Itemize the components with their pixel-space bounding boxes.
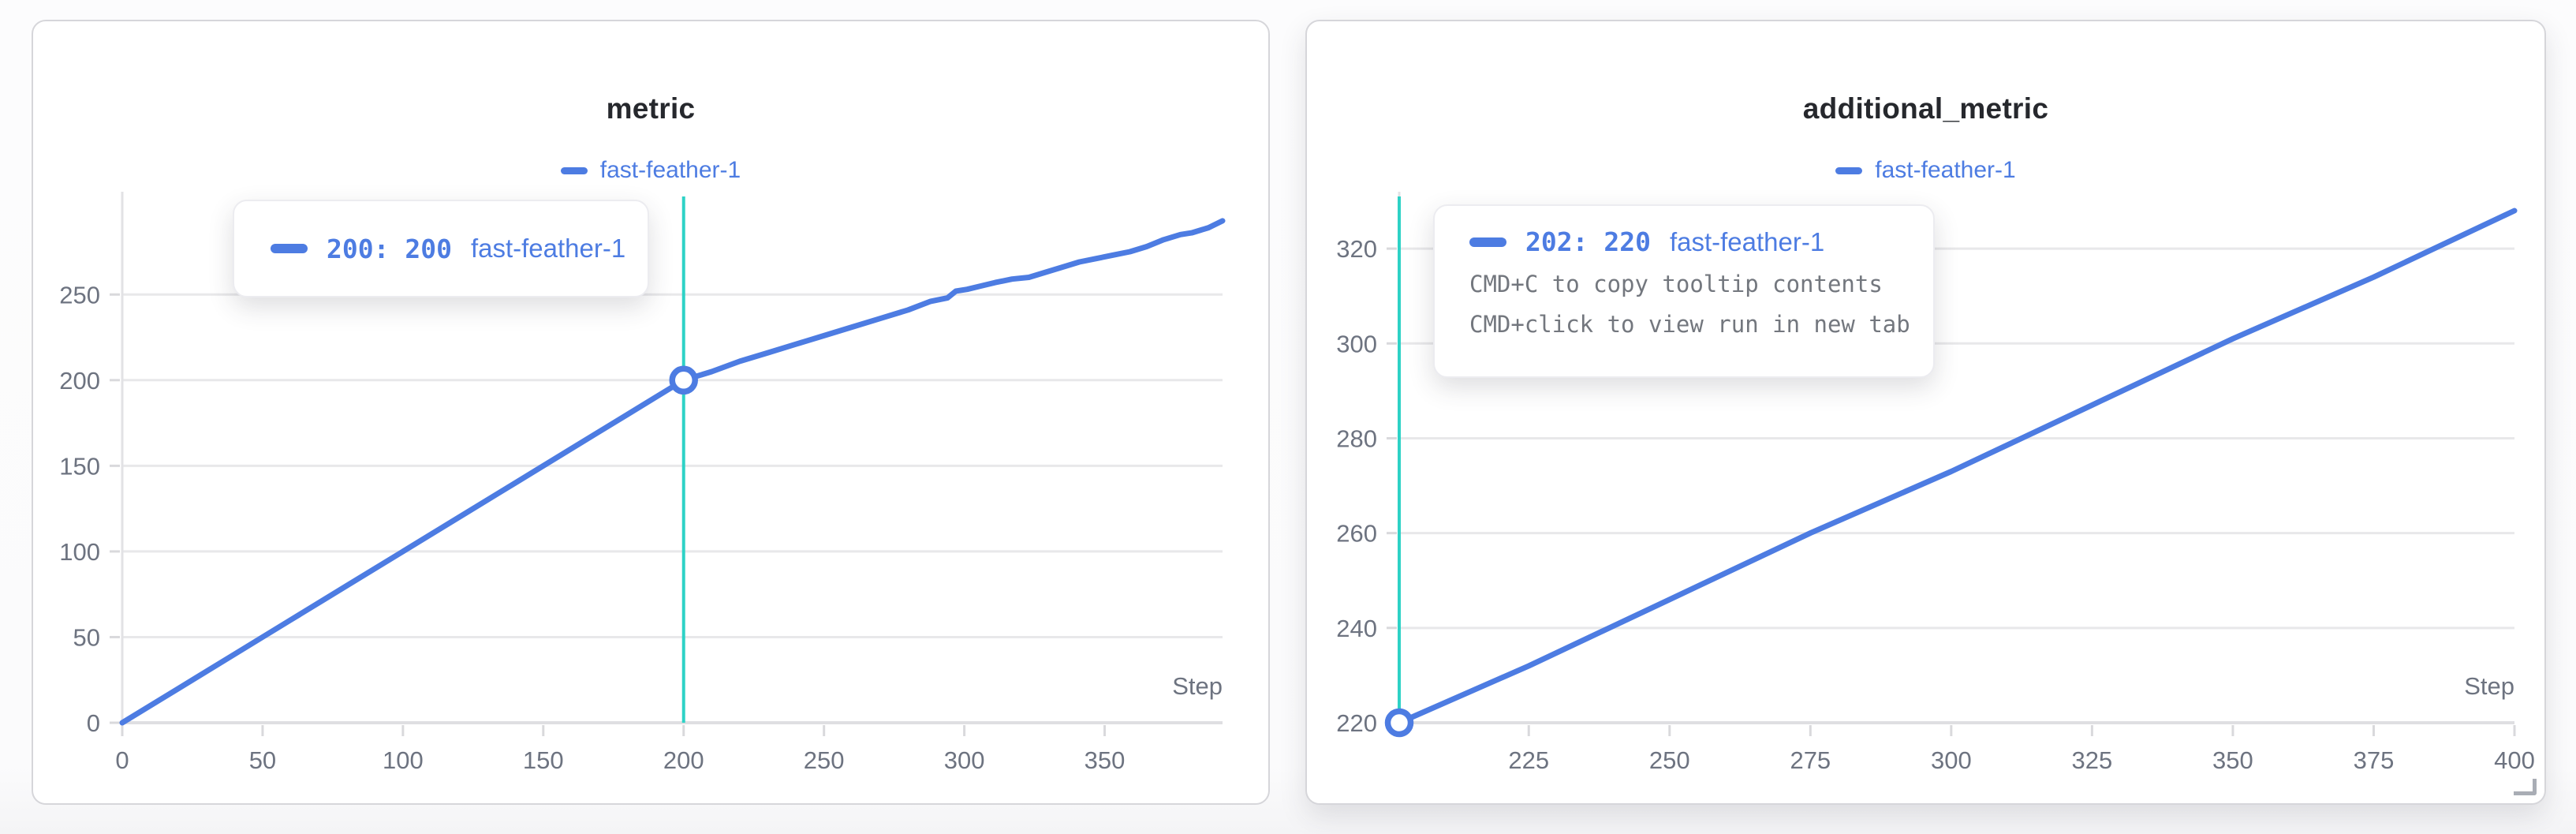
panel-title: metric (606, 92, 696, 125)
legend-label: fast-feather-1 (599, 157, 741, 183)
x-tick-label: 300 (1931, 746, 1972, 774)
x-tick-label: 300 (944, 746, 985, 774)
x-tick-label: 350 (1085, 746, 1126, 774)
hover-marker (1384, 708, 1414, 738)
x-tick-label: 250 (1649, 746, 1690, 774)
legend-line-icon (560, 166, 588, 174)
hover-tooltip: 200: 200 fast-feather-1 (233, 200, 649, 297)
hover-marker (669, 365, 698, 395)
y-tick-label: 320 (1336, 235, 1377, 263)
chart-panel-metric: metric fast-feather-1 0 50 100 150 200 250 0 50… (32, 20, 1270, 805)
y-tick-label: 150 (59, 452, 100, 480)
x-tick-label: 100 (383, 746, 424, 774)
y-tick-label: 200 (59, 367, 100, 395)
legend[interactable]: fast-feather-1 (33, 157, 1268, 184)
y-tick-label: 220 (1336, 709, 1377, 737)
y-tick-label: 100 (59, 538, 100, 566)
hover-tooltip: 202: 220 fast-feather-1 CMD+C to copy to… (1433, 204, 1935, 378)
x-tick-label: 150 (523, 746, 564, 774)
y-tick-label: 250 (59, 281, 100, 309)
legend-label: fast-feather-1 (1875, 157, 2016, 183)
y-tick-label: 260 (1336, 520, 1377, 548)
x-tick-label: 225 (1508, 746, 1549, 774)
x-tick-label: 375 (2354, 746, 2395, 774)
x-tick-label: 350 (2212, 746, 2253, 774)
x-axis-caption: Step (1172, 672, 1223, 700)
tooltip-line-icon (271, 244, 308, 253)
x-tick-label: 50 (249, 746, 276, 774)
x-tick-label: 275 (1790, 746, 1831, 774)
tooltip-series-row: 200: 200 fast-feather-1 (271, 234, 625, 264)
tooltip-line-icon (1469, 237, 1506, 247)
chart-panel-additional-metric: additional_metric fast-feather-1 220 240 2… (1305, 20, 2546, 805)
y-tick-label: 50 (73, 623, 100, 651)
x-axis-caption: Step (2464, 672, 2514, 700)
x-tick-label: 400 (2494, 746, 2535, 774)
tooltip-series-row[interactable]: 202: 220 fast-feather-1 (1469, 226, 1906, 257)
chart-svg[interactable]: 0 50 100 150 200 250 0 50 100 150 200 250 300 350 Step (33, 189, 1268, 806)
tooltip-run-name: fast-feather-1 (470, 234, 626, 263)
tooltip-open-hint: CMD+click to view run in new tab (1469, 311, 1910, 338)
legend-line-icon (1835, 166, 1863, 174)
y-tick-label: 0 (87, 709, 100, 737)
y-tick-label: 240 (1336, 615, 1377, 642)
x-tick-label: 250 (804, 746, 845, 774)
tooltip-step-value: 202: 220 (1525, 226, 1651, 257)
x-tick-label: 325 (2072, 746, 2113, 774)
panel-resize-handle[interactable] (2514, 779, 2537, 795)
tooltip-copy-hint: CMD+C to copy tooltip contents (1469, 271, 1883, 297)
y-tick-label: 300 (1336, 330, 1377, 357)
x-tick-label: 200 (663, 746, 704, 774)
tooltip-run-name: fast-feather-1 (1669, 226, 1825, 256)
series-line-fast-feather-1[interactable] (1396, 208, 2518, 726)
series-line-fast-feather-1[interactable] (119, 218, 1226, 726)
panel-title: additional_metric (1802, 92, 2049, 125)
x-tick-label: 0 (115, 746, 129, 774)
chart-plot-area[interactable]: 0 50 100 150 200 250 0 50 100 150 200 250 300 350 Step (33, 189, 1268, 806)
legend[interactable]: fast-feather-1 (1307, 157, 2544, 184)
y-tick-label: 280 (1336, 424, 1377, 452)
tooltip-step-value: 200: 200 (327, 233, 452, 264)
